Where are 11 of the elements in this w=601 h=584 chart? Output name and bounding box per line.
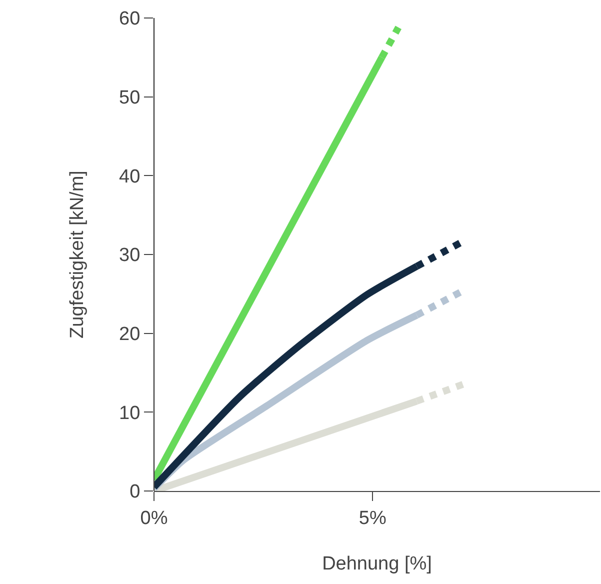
y-tick-label: 30 — [119, 245, 140, 266]
y-axis-title: Zugfestigkeit [kN/m] — [66, 170, 88, 338]
y-tick-label: 20 — [119, 324, 140, 345]
y-tick-label: 60 — [119, 8, 140, 30]
x-tick-label: 5% — [358, 508, 386, 529]
y-tick-label: 50 — [119, 87, 140, 108]
x-axis-title: Dehnung [%] — [322, 554, 432, 575]
y-tick-label: 0 — [130, 482, 140, 503]
y-tick-label: 10 — [119, 402, 140, 424]
x-tick-label: 0% — [140, 508, 168, 529]
y-tick-label: 40 — [119, 166, 140, 188]
